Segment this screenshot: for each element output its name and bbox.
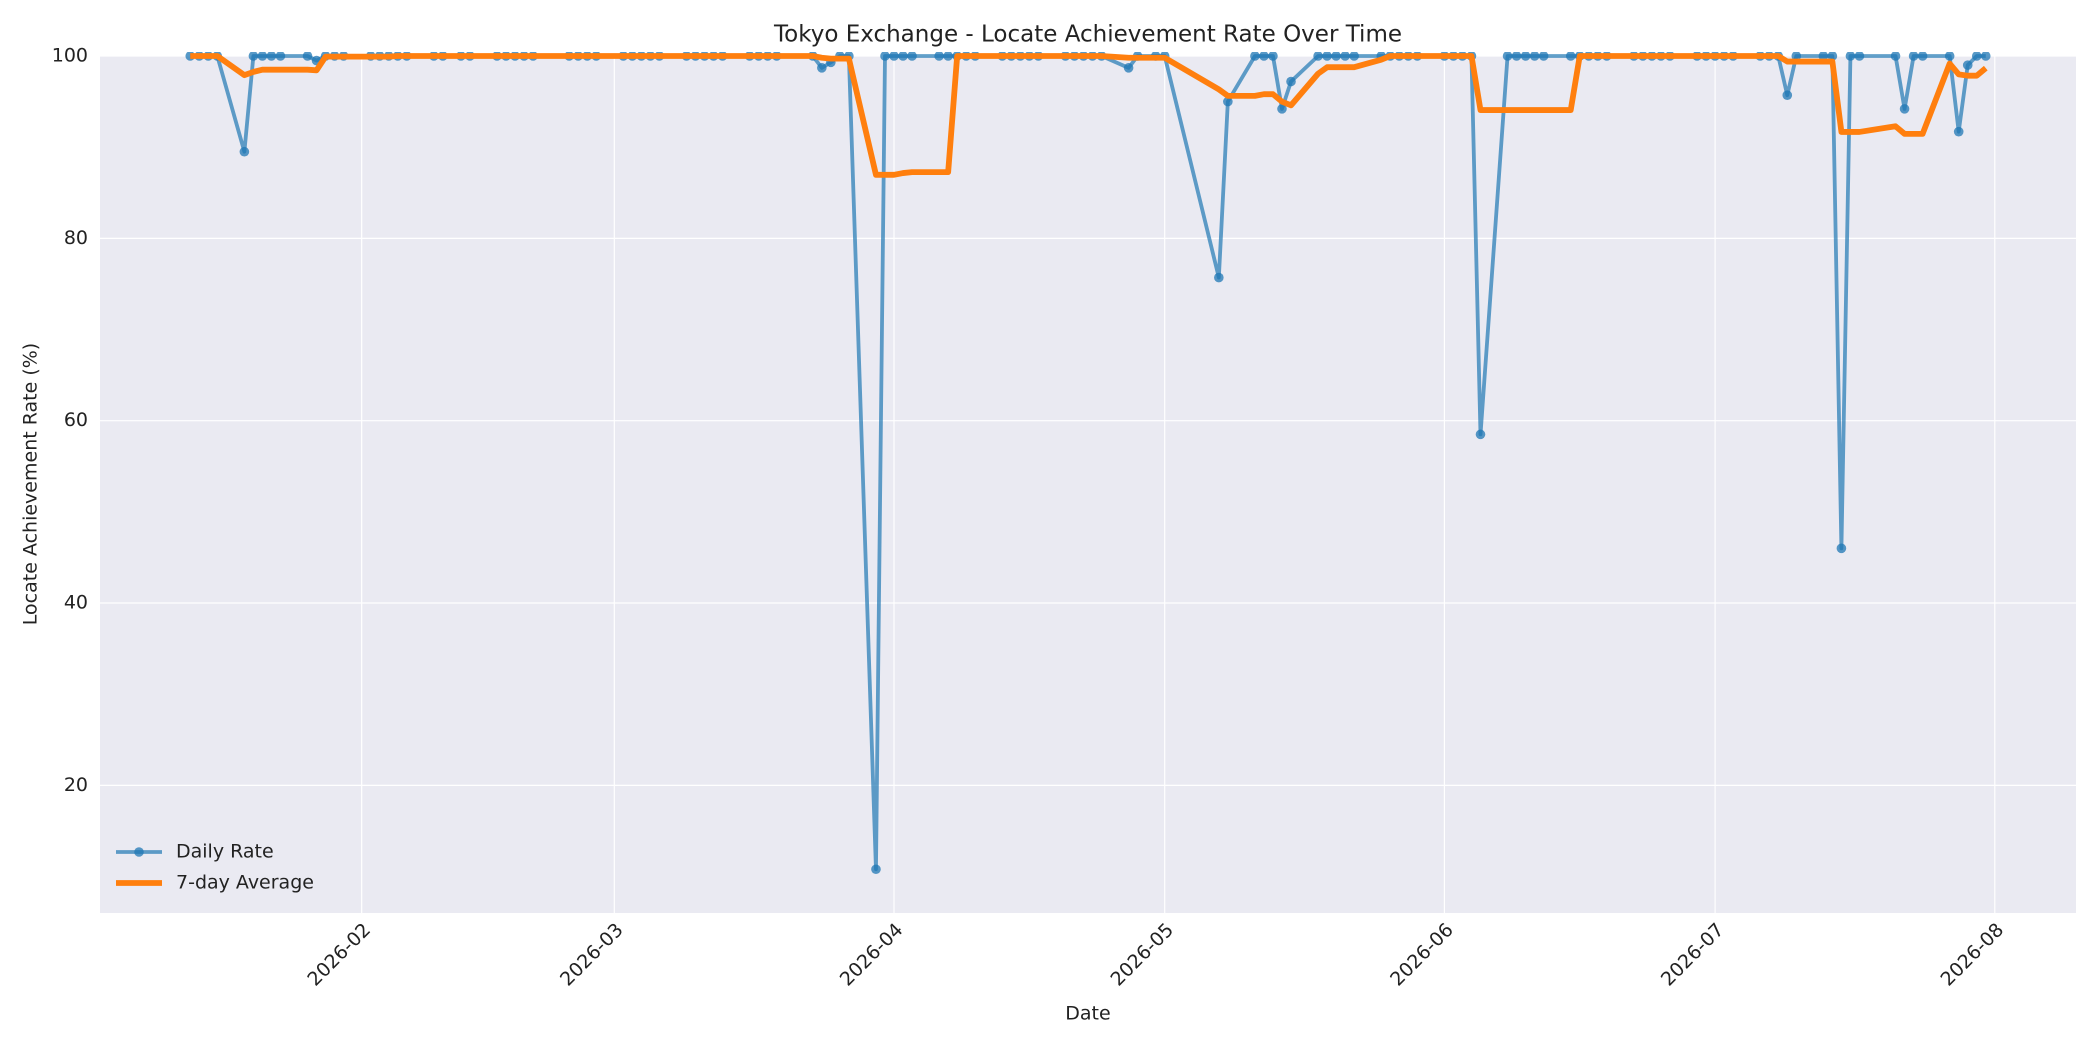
data-point <box>1286 76 1296 87</box>
x-tick-label: 2026-06 <box>1386 919 1458 991</box>
x-axis-label: Date <box>1065 1003 1110 1025</box>
data-point <box>1971 52 1982 61</box>
data-point <box>1322 52 1332 61</box>
data-point <box>1538 52 1549 61</box>
data-point <box>1899 104 1910 114</box>
data-point <box>1782 90 1793 101</box>
x-tick-label: 2026-04 <box>836 919 908 991</box>
legend: Daily Rate 7-day Average <box>116 841 314 894</box>
data-point <box>1836 543 1847 554</box>
data-point <box>1331 52 1341 61</box>
data-point <box>880 52 890 61</box>
data-point <box>943 52 953 61</box>
x-tick-label: 2026-08 <box>1937 919 2009 991</box>
data-point <box>1791 52 1802 61</box>
data-point <box>1268 52 1278 61</box>
data-point <box>1818 52 1829 61</box>
data-point <box>934 52 944 61</box>
data-point <box>1214 272 1224 283</box>
data-point <box>1475 429 1486 440</box>
y-axis-label: Locate Achievement Rate (%) <box>20 343 42 625</box>
data-point <box>1250 52 1260 61</box>
legend-marker <box>134 847 144 857</box>
data-point <box>871 864 881 875</box>
data-point <box>1565 52 1576 61</box>
y-tick-label: 80 <box>64 227 88 249</box>
data-point <box>1917 52 1928 61</box>
data-point <box>1854 52 1865 61</box>
data-point <box>1520 52 1531 61</box>
data-point <box>1349 52 1359 61</box>
data-point <box>889 52 899 61</box>
data-point <box>266 52 277 61</box>
series-line <box>190 53 1988 178</box>
plot-area <box>100 56 2076 913</box>
data-point <box>1340 52 1350 61</box>
x-tick-label: 2026-02 <box>303 919 375 991</box>
data-point <box>817 63 827 73</box>
data-point <box>1313 52 1323 61</box>
chart-title: Tokyo Exchange - Locate Achievement Rate… <box>773 22 1402 48</box>
y-tick-label: 60 <box>64 409 88 431</box>
x-tick-label: 2026-03 <box>556 919 628 991</box>
data-point <box>1511 52 1522 61</box>
legend-label: Daily Rate <box>176 841 274 863</box>
data-point <box>275 52 286 61</box>
data-point <box>302 52 313 61</box>
data-point <box>248 52 259 61</box>
data-point <box>1845 52 1856 61</box>
data-point <box>1890 52 1901 61</box>
data-point <box>1827 52 1838 61</box>
data-point <box>1277 104 1287 114</box>
data-point <box>1123 63 1134 73</box>
data-point <box>1962 60 1973 70</box>
data-point <box>1908 52 1919 61</box>
data-point <box>1502 52 1513 61</box>
data-point <box>1944 52 1955 61</box>
data-point <box>1953 126 1964 137</box>
data-point <box>239 146 250 157</box>
data-point <box>898 52 908 61</box>
data-point <box>257 52 268 61</box>
x-tick-label: 2026-05 <box>1106 919 1178 991</box>
data-point <box>1529 52 1540 61</box>
x-tick-label: 2026-07 <box>1657 919 1729 991</box>
y-tick-label: 20 <box>64 774 88 796</box>
data-point <box>1259 52 1269 61</box>
y-tick-label: 100 <box>52 45 88 67</box>
data-point <box>1980 52 1991 61</box>
data-point <box>907 52 917 61</box>
y-tick-label: 40 <box>64 592 88 614</box>
data-point <box>1223 96 1233 107</box>
legend-label: 7-day Average <box>176 872 314 894</box>
series-group <box>185 52 1991 875</box>
